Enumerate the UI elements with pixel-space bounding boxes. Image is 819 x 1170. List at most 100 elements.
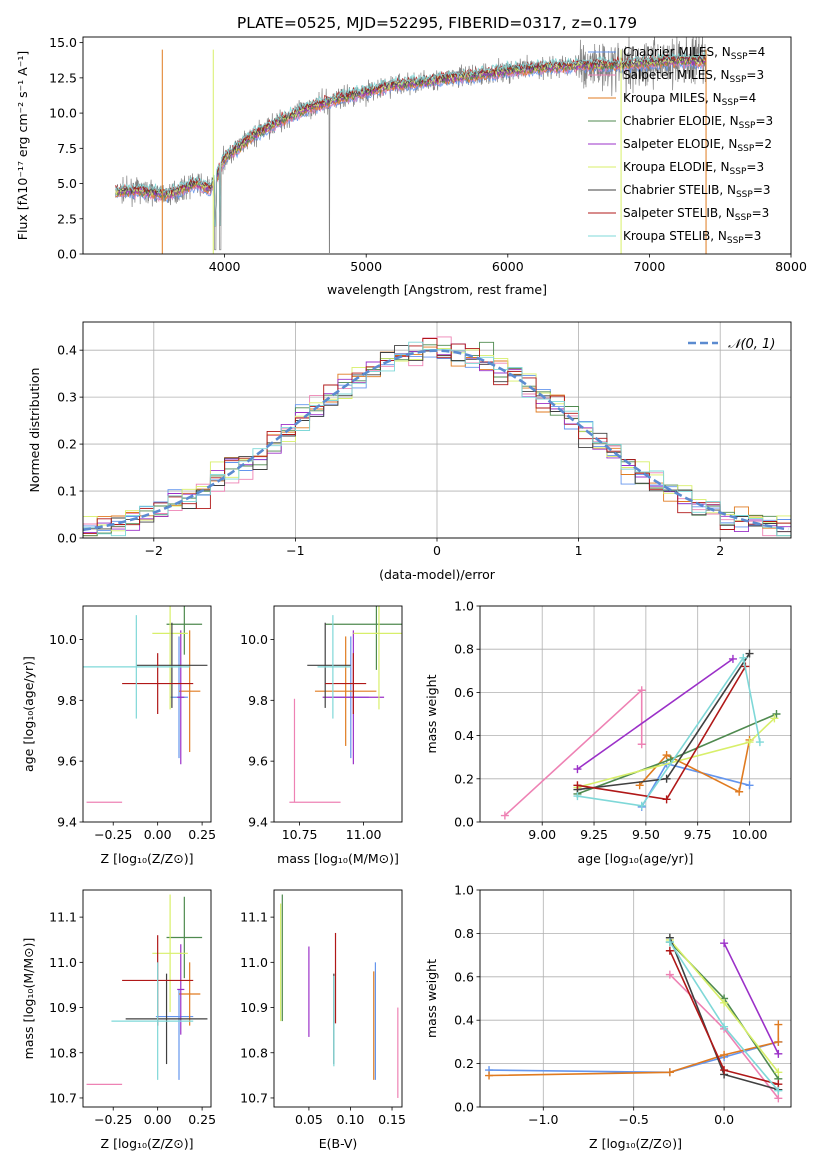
plot-area xyxy=(115,37,707,254)
legend-entry: Kroupa MILES, NSSP=4 xyxy=(623,91,756,108)
x-tick-label: 11.00 xyxy=(346,827,382,842)
weight-line xyxy=(488,1041,779,1074)
x-axis-label: mass [log₁₀(M/M⊙)] xyxy=(277,851,399,866)
spectrum-legend: Chabrier MILES, NSSP=4 Salpeter MILES, NS… xyxy=(588,45,773,246)
x-tick-label: 0.0 xyxy=(714,1112,734,1127)
x-tick-label: 0 xyxy=(433,543,441,558)
y-tick-label: 0.0 xyxy=(454,1100,474,1115)
weight-marker xyxy=(745,649,754,658)
x-axis-label: E(B-V) xyxy=(319,1136,358,1151)
panel-age-vs-z: −0.25 0.00 0.25 9.4 9.6 9.8 10.0 Z [log₁₀(Z/Z⊙)… xyxy=(21,605,216,866)
y-tick-label: 11.1 xyxy=(49,910,77,925)
axes-frame xyxy=(273,889,403,1108)
weight-marker xyxy=(774,1086,783,1095)
y-tick-label: 11.0 xyxy=(240,955,268,970)
y-tick-label: 10.0 xyxy=(49,106,77,121)
axes-frame xyxy=(273,605,403,823)
plot-area xyxy=(280,894,399,1098)
plot-area xyxy=(83,606,208,803)
y-tick-label: 9.4 xyxy=(248,815,268,830)
histogram-step xyxy=(83,346,791,537)
weight-marker xyxy=(500,811,509,820)
y-tick-label: 0.8 xyxy=(454,642,474,657)
weight-marker xyxy=(720,1050,729,1059)
weight-marker xyxy=(665,938,674,947)
y-axis-label: age [log₁₀(age/yr)] xyxy=(21,656,36,772)
y-tick-label: 0.3 xyxy=(57,390,77,405)
legend-entry: Kroupa ELODIE, NSSP=3 xyxy=(623,160,764,177)
spectrum-model-line xyxy=(115,54,707,227)
x-tick-label: 0.15 xyxy=(378,1112,406,1127)
legend-entry: Salpeter STELIB, NSSP=3 xyxy=(623,206,769,223)
plot-area xyxy=(289,606,402,803)
weight-marker xyxy=(772,710,781,718)
y-tick-label: 0.6 xyxy=(454,685,474,700)
spectrum-model-line xyxy=(115,56,707,227)
y-tick-label: 0.2 xyxy=(57,437,77,452)
y-tick-label: 0.1 xyxy=(57,484,77,499)
legend-entry: Salpeter MILES, NSSP=3 xyxy=(623,68,764,85)
x-tick-label: 5000 xyxy=(350,259,382,274)
weight-marker xyxy=(573,781,582,790)
x-tick-label: 10.75 xyxy=(282,827,318,842)
y-tick-label: 0.0 xyxy=(454,815,474,830)
x-tick-label: 0.25 xyxy=(188,827,216,842)
panel-age-vs-mass: 10.75 11.00 9.4 9.6 9.8 10.0 mass [log₁₀(M/M⊙)… xyxy=(240,605,403,866)
y-tick-label: 0.8 xyxy=(454,926,474,941)
x-tick-label: 6000 xyxy=(492,259,524,274)
x-axis-label: age [log₁₀(age/yr)] xyxy=(578,851,694,866)
plot-area xyxy=(485,933,783,1103)
axes-frame xyxy=(82,605,212,823)
weight-marker xyxy=(770,714,779,723)
axes-frame xyxy=(82,889,212,1108)
y-tick-label: 10.8 xyxy=(240,1045,268,1060)
y-tick-label: 10.0 xyxy=(49,632,77,647)
weight-marker xyxy=(728,654,737,663)
x-tick-label: 0.00 xyxy=(144,827,172,842)
y-tick-label: 9.4 xyxy=(57,815,77,830)
y-tick-label: 0.0 xyxy=(57,247,77,262)
legend-entry: Kroupa STELIB, NSSP=3 xyxy=(623,229,761,246)
spectrum-model-line xyxy=(115,51,707,227)
x-tick-label: 0.05 xyxy=(295,1112,323,1127)
y-tick-label: 5.0 xyxy=(57,176,77,191)
weight-marker xyxy=(774,1037,783,1046)
weight-marker xyxy=(665,1068,674,1077)
figure-title: PLATE=0525, MJD=52295, FIBERID=0317, z=0… xyxy=(237,14,637,32)
x-axis-label: Z [log₁₀(Z/Z⊙)] xyxy=(101,1136,194,1151)
panel-weight-vs-age: 9.00 9.25 9.50 9.75 10.00 0.0 0.2 0.4 0.6 0.8 1.0 a… xyxy=(424,599,792,866)
weight-marker xyxy=(662,751,671,760)
x-tick-label: 4000 xyxy=(209,259,241,274)
x-tick-label: 9.75 xyxy=(684,827,712,842)
residual-legend: 𝒩(0, 1) xyxy=(688,337,775,352)
y-tick-label: 9.6 xyxy=(57,754,77,769)
x-tick-label: 7000 xyxy=(633,259,665,274)
weight-marker xyxy=(739,653,748,662)
y-tick-label: 9.8 xyxy=(248,693,268,708)
weight-marker xyxy=(573,792,582,801)
x-tick-label: 0.10 xyxy=(337,1112,365,1127)
x-tick-label: 8000 xyxy=(775,259,807,274)
weight-marker xyxy=(665,970,674,979)
x-axis-label: (data-model)/error xyxy=(379,567,496,582)
x-tick-label: 9.50 xyxy=(632,827,660,842)
legend-entry: Chabrier ELODIE, NSSP=3 xyxy=(623,114,773,131)
y-tick-label: 7.5 xyxy=(57,141,77,156)
x-tick-label: 10.00 xyxy=(732,827,768,842)
axes-frame xyxy=(82,321,792,539)
y-tick-label: 0.4 xyxy=(57,343,77,358)
x-tick-label: 0.25 xyxy=(188,1112,216,1127)
weight-marker xyxy=(774,1068,783,1077)
weight-marker xyxy=(637,686,646,695)
y-tick-label: 12.5 xyxy=(49,70,77,85)
weight-marker xyxy=(637,740,646,749)
histogram-step xyxy=(83,338,791,535)
panel-residuals: −2 −1 0 1 2 0.0 0.1 0.2 0.3 0.4 (data-model)/error… xyxy=(27,321,792,582)
weight-line xyxy=(577,717,775,789)
weight-marker xyxy=(735,787,744,796)
x-tick-label: 9.25 xyxy=(580,827,608,842)
y-tick-label: 11.0 xyxy=(49,955,77,970)
y-tick-label: 1.0 xyxy=(454,883,474,898)
y-tick-label: 1.0 xyxy=(454,599,474,614)
weight-marker xyxy=(720,939,729,948)
